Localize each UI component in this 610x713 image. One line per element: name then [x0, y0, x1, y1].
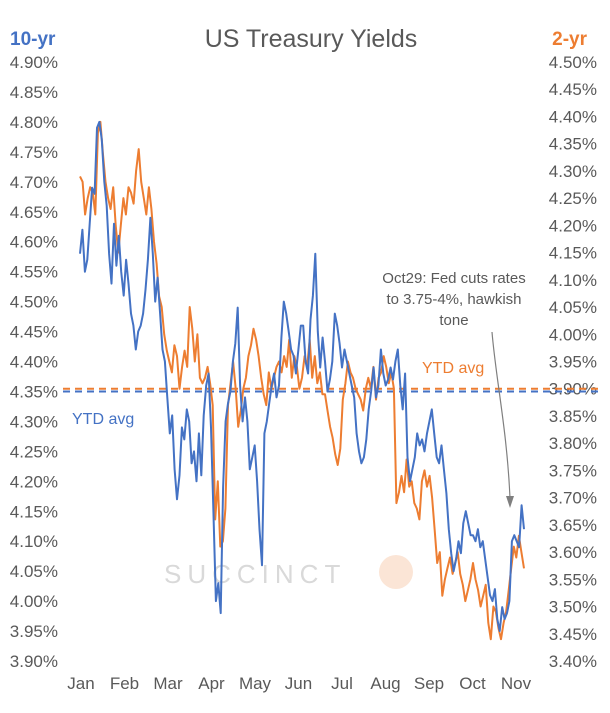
series-lines	[79, 120, 525, 641]
left-tick-label: 4.50%	[10, 293, 58, 312]
left-tick-label: 4.65%	[10, 203, 58, 222]
annotation-line-1: Oct29: Fed cuts rates	[382, 270, 525, 287]
right-tick-label: 3.95%	[549, 353, 597, 372]
right-tick-label: 4.30%	[549, 162, 597, 181]
right-tick-label: 3.55%	[549, 570, 597, 589]
watermark-logo-icon	[379, 555, 413, 589]
left-tick-label: 3.90%	[10, 652, 58, 671]
series-line-2-yr	[79, 120, 525, 641]
x-tick-label: Jul	[331, 674, 353, 693]
left-axis-title: 10-yr	[10, 29, 56, 50]
left-tick-label: 4.10%	[10, 532, 58, 551]
left-tick-label: 4.00%	[10, 592, 58, 611]
left-tick-label: 3.95%	[10, 622, 58, 641]
watermark-text: SUCCINCT	[164, 559, 346, 589]
right-tick-label: 4.25%	[549, 189, 597, 208]
right-tick-label: 3.45%	[549, 625, 597, 644]
x-tick-label: Jan	[67, 674, 94, 693]
left-tick-label: 4.35%	[10, 382, 58, 401]
annotation-arrow-line	[491, 331, 511, 499]
left-tick-label: 4.75%	[10, 143, 58, 162]
left-tick-label: 4.40%	[10, 353, 58, 372]
left-tick-label: 4.05%	[10, 562, 58, 581]
ytd-avg-10yr-label: YTD avg	[72, 411, 134, 428]
ytd-avg-2yr-label: YTD avg	[422, 360, 484, 377]
right-tick-label: 4.00%	[549, 325, 597, 344]
right-axis-ticks: 4.50% 4.45% 4.40% 4.35% 4.30% 4.25% 4.20% 4.15%…	[549, 53, 597, 671]
left-tick-label: 4.20%	[10, 472, 58, 491]
x-axis-labels: Jan Feb Mar Apr May Jun Jul Aug Sep Oct Nov	[67, 674, 531, 693]
right-tick-label: 3.50%	[549, 598, 597, 617]
watermark: SUCCINCT	[164, 555, 413, 589]
right-tick-label: 4.45%	[549, 80, 597, 99]
right-tick-label: 4.20%	[549, 216, 597, 235]
right-tick-label: 4.15%	[549, 244, 597, 263]
left-tick-label: 4.30%	[10, 412, 58, 431]
x-tick-label: Feb	[110, 674, 139, 693]
left-tick-label: 4.70%	[10, 173, 58, 192]
left-tick-label: 4.15%	[10, 502, 58, 521]
left-tick-label: 4.85%	[10, 83, 58, 102]
x-tick-label: Aug	[370, 674, 400, 693]
left-tick-label: 4.90%	[10, 53, 58, 72]
left-tick-label: 4.55%	[10, 263, 58, 282]
x-tick-label: Jun	[285, 674, 312, 693]
x-tick-label: Apr	[198, 674, 225, 693]
series-line-10-yr	[79, 120, 525, 632]
left-tick-label: 4.25%	[10, 442, 58, 461]
right-tick-label: 4.10%	[549, 271, 597, 290]
x-tick-label: Sep	[414, 674, 444, 693]
right-tick-label: 3.85%	[549, 407, 597, 426]
left-axis-ticks: 4.90% 4.85% 4.80% 4.75% 4.70% 4.65% 4.60% 4.55%…	[10, 53, 58, 671]
right-tick-label: 3.60%	[549, 543, 597, 562]
right-tick-label: 4.35%	[549, 135, 597, 154]
x-tick-label: Oct	[459, 674, 486, 693]
right-tick-label: 3.65%	[549, 516, 597, 535]
right-tick-label: 4.50%	[549, 53, 597, 72]
x-tick-label: May	[239, 674, 272, 693]
right-axis-title: 2-yr	[552, 29, 587, 50]
right-tick-label: 3.75%	[549, 461, 597, 480]
x-tick-label: Nov	[501, 674, 532, 693]
right-tick-label: 4.40%	[549, 107, 597, 126]
annotation-arrow-head-icon	[506, 496, 514, 508]
right-tick-label: 3.70%	[549, 489, 597, 508]
left-tick-label: 4.80%	[10, 113, 58, 132]
right-tick-label: 4.05%	[549, 298, 597, 317]
left-tick-label: 4.45%	[10, 323, 58, 342]
annotation-line-3: tone	[439, 312, 468, 329]
chart-title: US Treasury Yields	[205, 25, 418, 53]
fed-annotation: Oct29: Fed cuts rates to 3.75-4%, hawkis…	[382, 270, 526, 508]
x-tick-label: Mar	[153, 674, 183, 693]
left-tick-label: 4.60%	[10, 233, 58, 252]
right-tick-label: 3.80%	[549, 434, 597, 453]
right-tick-label: 3.40%	[549, 652, 597, 671]
reference-lines	[63, 387, 600, 393]
annotation-line-2: to 3.75-4%, hawkish	[386, 291, 521, 308]
